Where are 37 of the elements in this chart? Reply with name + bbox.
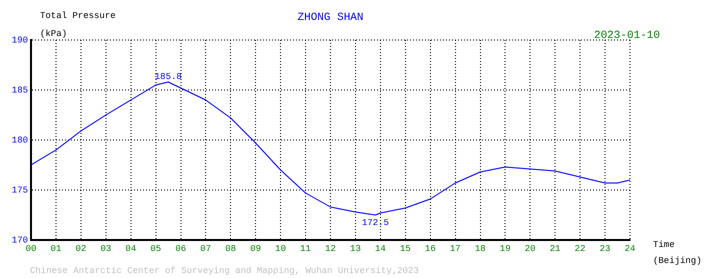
y-tick-label: 185 <box>12 85 28 96</box>
x-axis-title: Time (Beijing) <box>653 240 702 266</box>
chart-title: ZHONG SHAN <box>297 12 364 24</box>
x-tick-label: 17 <box>450 244 461 254</box>
x-tick-label: 15 <box>400 244 411 254</box>
y-tick-label: 170 <box>12 235 28 246</box>
x-tick-label: 07 <box>200 244 212 254</box>
y-axis-title: Total Pressure (kPa) <box>40 11 116 39</box>
x-tick-label: 23 <box>600 244 610 254</box>
x-tick-label: 00 <box>26 244 36 254</box>
x-tick-label: 09 <box>250 244 262 254</box>
x-tick-label: 06 <box>175 244 186 254</box>
chart-subtitle: 2023-01-10 <box>594 30 660 42</box>
x-tick-label: 21 <box>550 244 561 254</box>
y-tick-label: 180 <box>12 135 28 146</box>
text: Chinese Antarctic Center of Surveying and Mapping, Wuhan University,2023 <box>30 266 419 276</box>
y-tick-label: 190 <box>12 35 28 46</box>
x-tick-label: 05 <box>150 244 162 254</box>
x-tick-label: 24 <box>624 244 636 254</box>
x-tick-label: 04 <box>125 244 136 254</box>
y-tick-label: 175 <box>12 185 28 196</box>
annotation: 172.5 <box>362 218 389 228</box>
annotation: 185.8 <box>154 72 182 82</box>
x-tick-label: 11 <box>300 244 311 254</box>
x-tick-label: 14 <box>375 244 386 254</box>
x-tick-label: 08 <box>225 244 236 254</box>
x-tick-label: 01 <box>50 244 62 254</box>
x-tick-label: 18 <box>474 244 486 254</box>
x-tick-label: 10 <box>275 244 286 254</box>
x-tick-label: 12 <box>325 244 336 254</box>
x-tick-label: 19 <box>500 244 511 254</box>
x-tick-label: 20 <box>524 244 536 254</box>
x-tick-label: 13 <box>350 244 361 254</box>
x-tick-label: 03 <box>100 244 112 254</box>
x-tick-label: 02 <box>76 244 86 254</box>
x-tick-label: 16 <box>424 244 436 254</box>
x-tick-label: 22 <box>574 244 586 254</box>
